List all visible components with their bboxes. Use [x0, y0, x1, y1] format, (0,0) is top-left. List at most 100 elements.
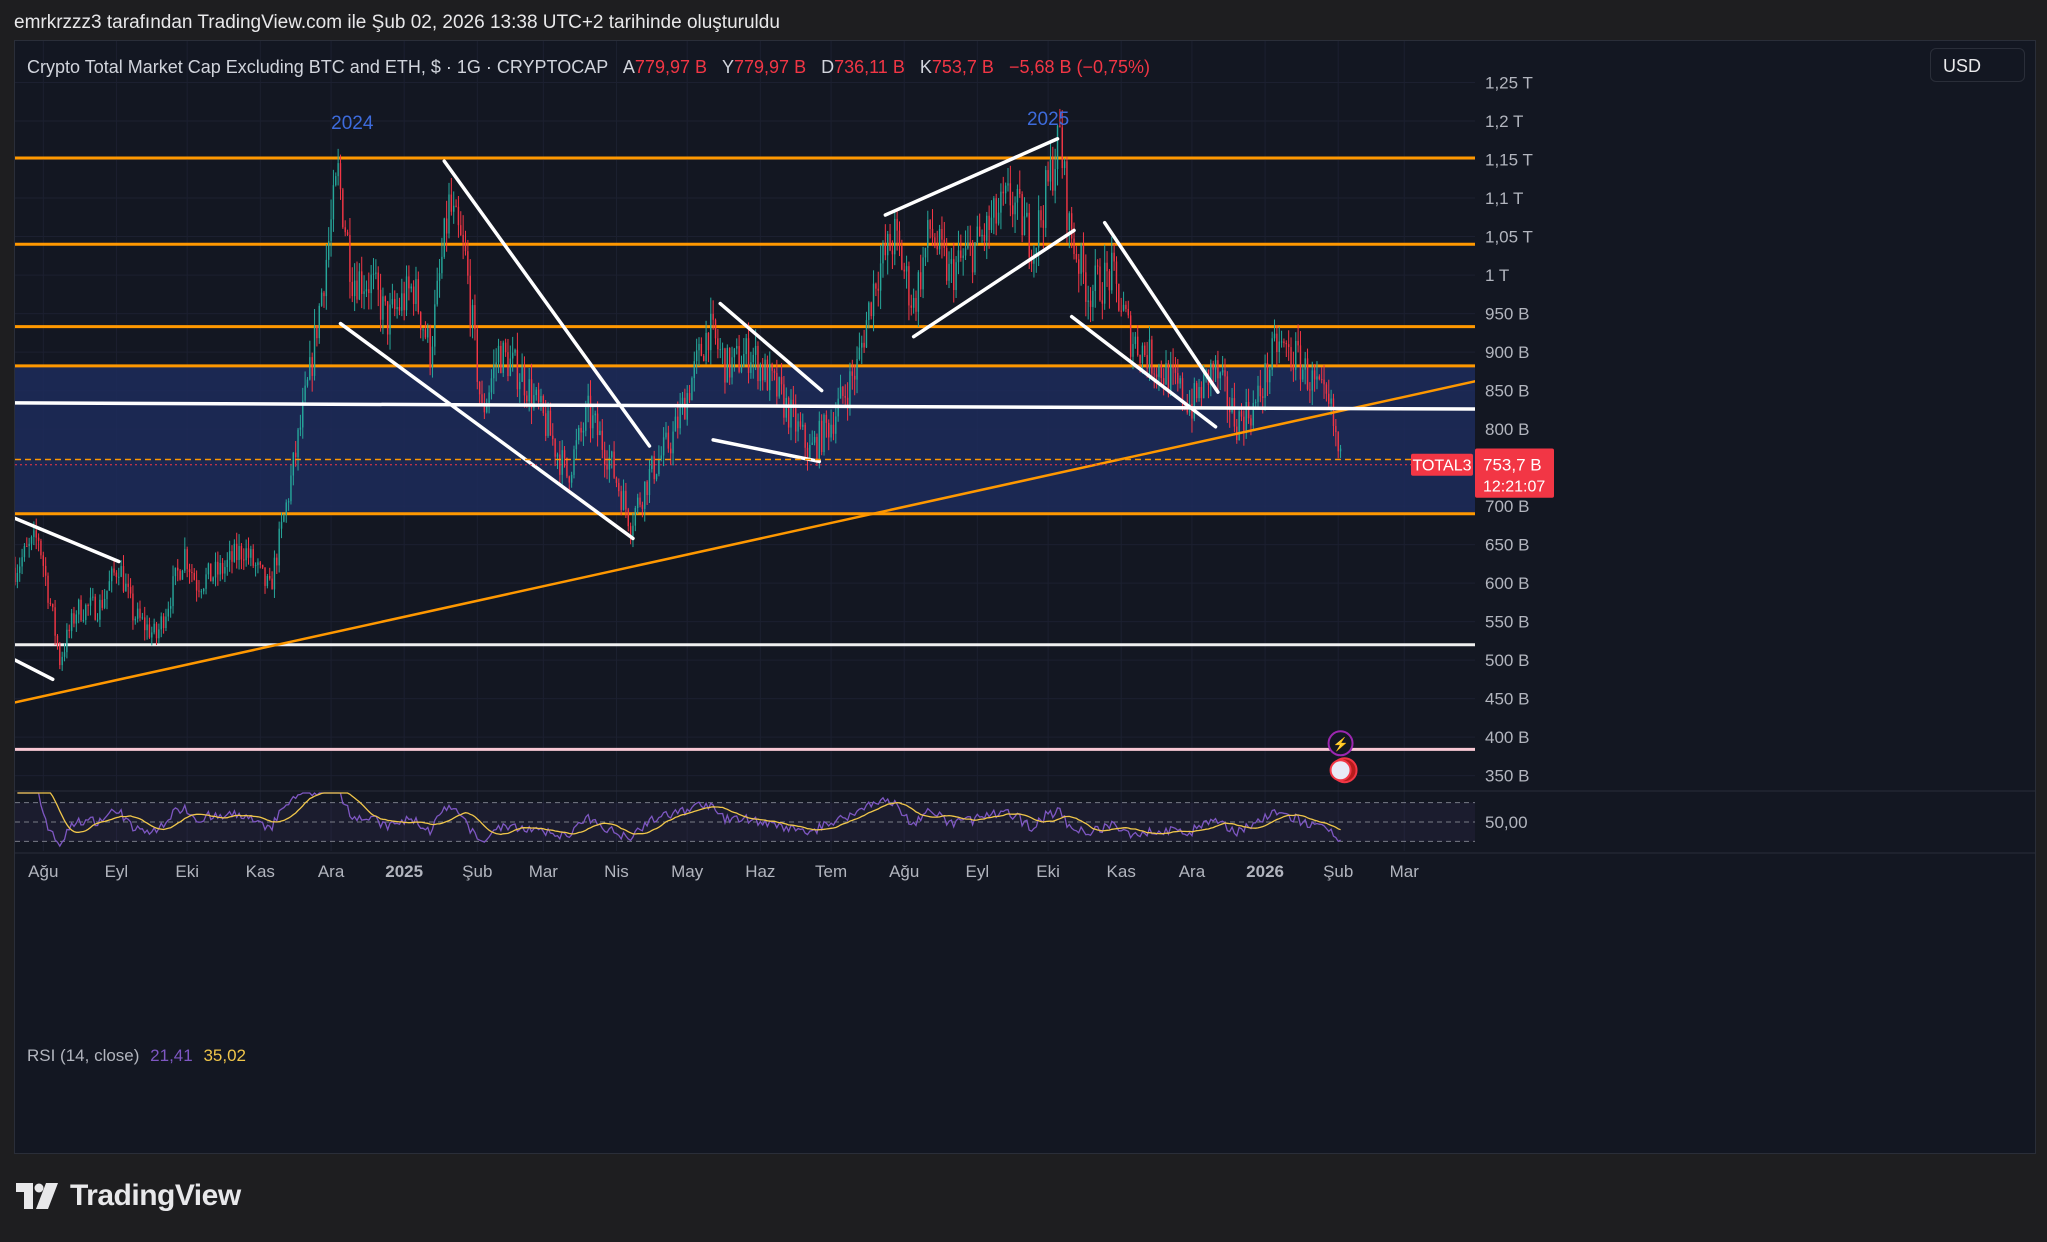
candle-body [502, 342, 504, 373]
candle-body [474, 305, 476, 330]
rsi-ma-value: 35,02 [203, 1046, 246, 1065]
candle-body [596, 413, 599, 436]
candle-body [460, 225, 462, 236]
candle-body [1082, 245, 1085, 273]
candle-body [429, 328, 431, 368]
candle-body [233, 543, 236, 562]
candle-body [1205, 369, 1207, 373]
candle-body [601, 430, 604, 450]
candle-body [92, 596, 94, 598]
candle-body [1195, 383, 1198, 399]
candle-body [1337, 432, 1339, 452]
candle-body [457, 206, 460, 226]
candle-body [894, 218, 896, 255]
candle-body [153, 623, 155, 633]
candle-body [49, 602, 52, 605]
price-axis-tick: 450 B [1485, 690, 1529, 709]
candle-body [632, 525, 634, 536]
candle-body [1170, 364, 1172, 394]
candle-body [1254, 402, 1257, 404]
candle-body [113, 568, 115, 573]
candle-body [938, 229, 941, 250]
candle-body [481, 394, 483, 404]
currency-button[interactable]: USD [1930, 48, 2025, 82]
candle-body [922, 257, 924, 290]
price-axis-tick: 500 B [1485, 651, 1529, 670]
candle-body [733, 348, 736, 358]
candle-body [146, 624, 148, 631]
price-axis-tick: 850 B [1485, 382, 1529, 401]
candle-body [108, 581, 111, 591]
price-chart[interactable]: 2024 2025 1,25 T 1,2 T 1,15 T 1,1 T 1,05 T 1 T 9… [15, 41, 2035, 1153]
rsi-axis-label: 50,00 [1485, 813, 1528, 832]
candle-body [335, 176, 337, 186]
candle-body [537, 389, 540, 402]
candle-body [773, 370, 776, 373]
candle-body [1287, 344, 1290, 348]
candle-body [1106, 262, 1108, 272]
candle-body [714, 319, 717, 339]
price-axis-tick: 1 T [1485, 266, 1509, 285]
candle-body [912, 298, 915, 308]
candle-body [1214, 360, 1217, 370]
candle-body [578, 427, 580, 441]
candle-body [1228, 407, 1231, 413]
close-value: 753,7 B [931, 57, 994, 77]
candle-body [101, 599, 103, 608]
time-axis-tick: Kas [246, 862, 275, 881]
candle-body [658, 459, 660, 475]
tradingview-logo[interactable]: TradingView [16, 1179, 241, 1212]
candle-body [695, 350, 698, 362]
candle-body [127, 583, 129, 587]
candle-body [691, 378, 693, 401]
candle-body [915, 298, 917, 312]
high-label: Y [722, 57, 735, 77]
candle-body [594, 413, 596, 416]
candle-body [318, 305, 320, 339]
candle-body [431, 346, 434, 368]
candle-body [1103, 262, 1106, 304]
candle-body [802, 424, 804, 427]
candle-body [1125, 304, 1127, 309]
candle-body [361, 271, 363, 294]
candle-body [731, 357, 733, 378]
candle-body [1009, 183, 1012, 206]
candle-body [1118, 283, 1120, 311]
candle-body [872, 283, 875, 317]
candle-body [125, 583, 127, 592]
candle-body [195, 579, 198, 591]
candle-body [592, 415, 594, 429]
chart-panel[interactable]: 2024 2025 1,25 T 1,2 T 1,15 T 1,1 T 1,05 T 1 T 9… [14, 40, 2036, 1154]
candle-body [141, 617, 144, 619]
candle-body [405, 276, 408, 311]
candle-body [1011, 205, 1014, 215]
candle-body [672, 431, 674, 454]
candle-body [660, 455, 662, 460]
candle-body [323, 292, 325, 297]
trendline [15, 658, 55, 682]
candle-body [497, 345, 500, 363]
candle-body [757, 345, 759, 382]
candle-body [434, 304, 436, 347]
candle-body [1278, 341, 1280, 353]
candle-body [603, 449, 606, 465]
candle-body [243, 559, 245, 561]
candle-body [54, 607, 56, 636]
symbol-tag: TOTAL3 [1413, 458, 1472, 475]
candle-body [771, 363, 773, 371]
candle-body [377, 272, 379, 290]
candles-group [15, 108, 1342, 671]
candle-body [469, 275, 471, 325]
price-axis-tick: 950 B [1485, 305, 1529, 324]
candle-body [85, 605, 87, 620]
candle-body [573, 449, 575, 475]
trendline [442, 159, 652, 448]
candle-body [73, 613, 75, 624]
candle-body [1295, 340, 1297, 370]
candle-body [889, 234, 891, 251]
trendline [1102, 220, 1220, 394]
candle-body [858, 347, 861, 360]
price-axis-tick: 550 B [1485, 613, 1529, 632]
candle-body [851, 371, 854, 376]
candle-body [787, 397, 790, 428]
